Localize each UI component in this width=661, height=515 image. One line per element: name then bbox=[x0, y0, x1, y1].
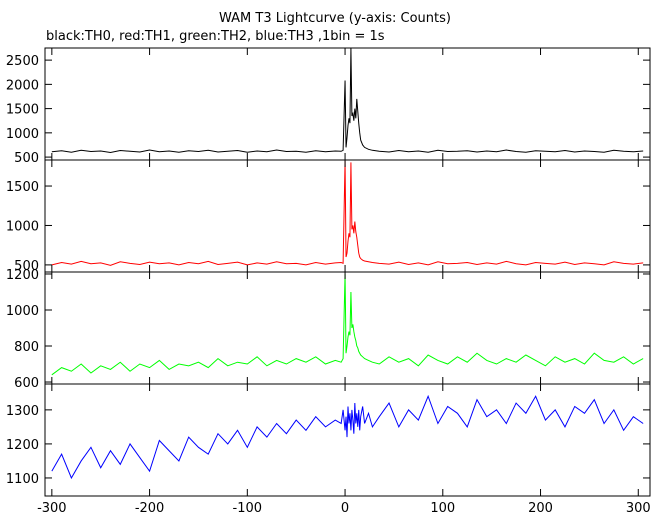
x-tick-label: -300 bbox=[37, 501, 67, 515]
chart-title: WAM T3 Lightcurve (y-axis: Counts) bbox=[219, 11, 451, 26]
y-tick-label: 800 bbox=[14, 340, 39, 355]
y-tick-label: 500 bbox=[14, 259, 39, 274]
y-tick-label: 600 bbox=[14, 376, 39, 391]
y-tick-label: 1000 bbox=[6, 304, 39, 319]
y-tick-label: 1100 bbox=[6, 472, 39, 487]
x-tick-label: -200 bbox=[135, 501, 165, 515]
series-line bbox=[51, 48, 644, 153]
y-tick-label: 1000 bbox=[6, 127, 39, 142]
panel-frame bbox=[44, 159, 651, 273]
series-line bbox=[51, 394, 644, 480]
y-tick-label: 2500 bbox=[6, 54, 39, 69]
y-tick-label: 500 bbox=[14, 151, 39, 166]
x-tick-label: 0 bbox=[341, 501, 349, 515]
series-line bbox=[51, 273, 644, 376]
y-tick-label: 1300 bbox=[6, 404, 39, 419]
y-tick-label: 1200 bbox=[6, 268, 39, 283]
panel-frame bbox=[44, 47, 651, 161]
x-tick-label: -100 bbox=[233, 501, 263, 515]
x-tick-label: 200 bbox=[528, 501, 553, 515]
y-tick-label: 1000 bbox=[6, 219, 39, 234]
x-tick-label: 100 bbox=[430, 501, 455, 515]
y-tick-label: 1200 bbox=[6, 438, 39, 453]
x-tick-label: 300 bbox=[626, 501, 651, 515]
y-tick-label: 2000 bbox=[6, 78, 39, 93]
panel-frame bbox=[44, 383, 651, 497]
y-tick-label: 1500 bbox=[6, 103, 39, 118]
chart-subtitle: black:TH0, red:TH1, green:TH2, blue:TH3 … bbox=[46, 29, 385, 44]
series-line bbox=[51, 160, 644, 266]
y-tick-label: 1500 bbox=[6, 180, 39, 195]
